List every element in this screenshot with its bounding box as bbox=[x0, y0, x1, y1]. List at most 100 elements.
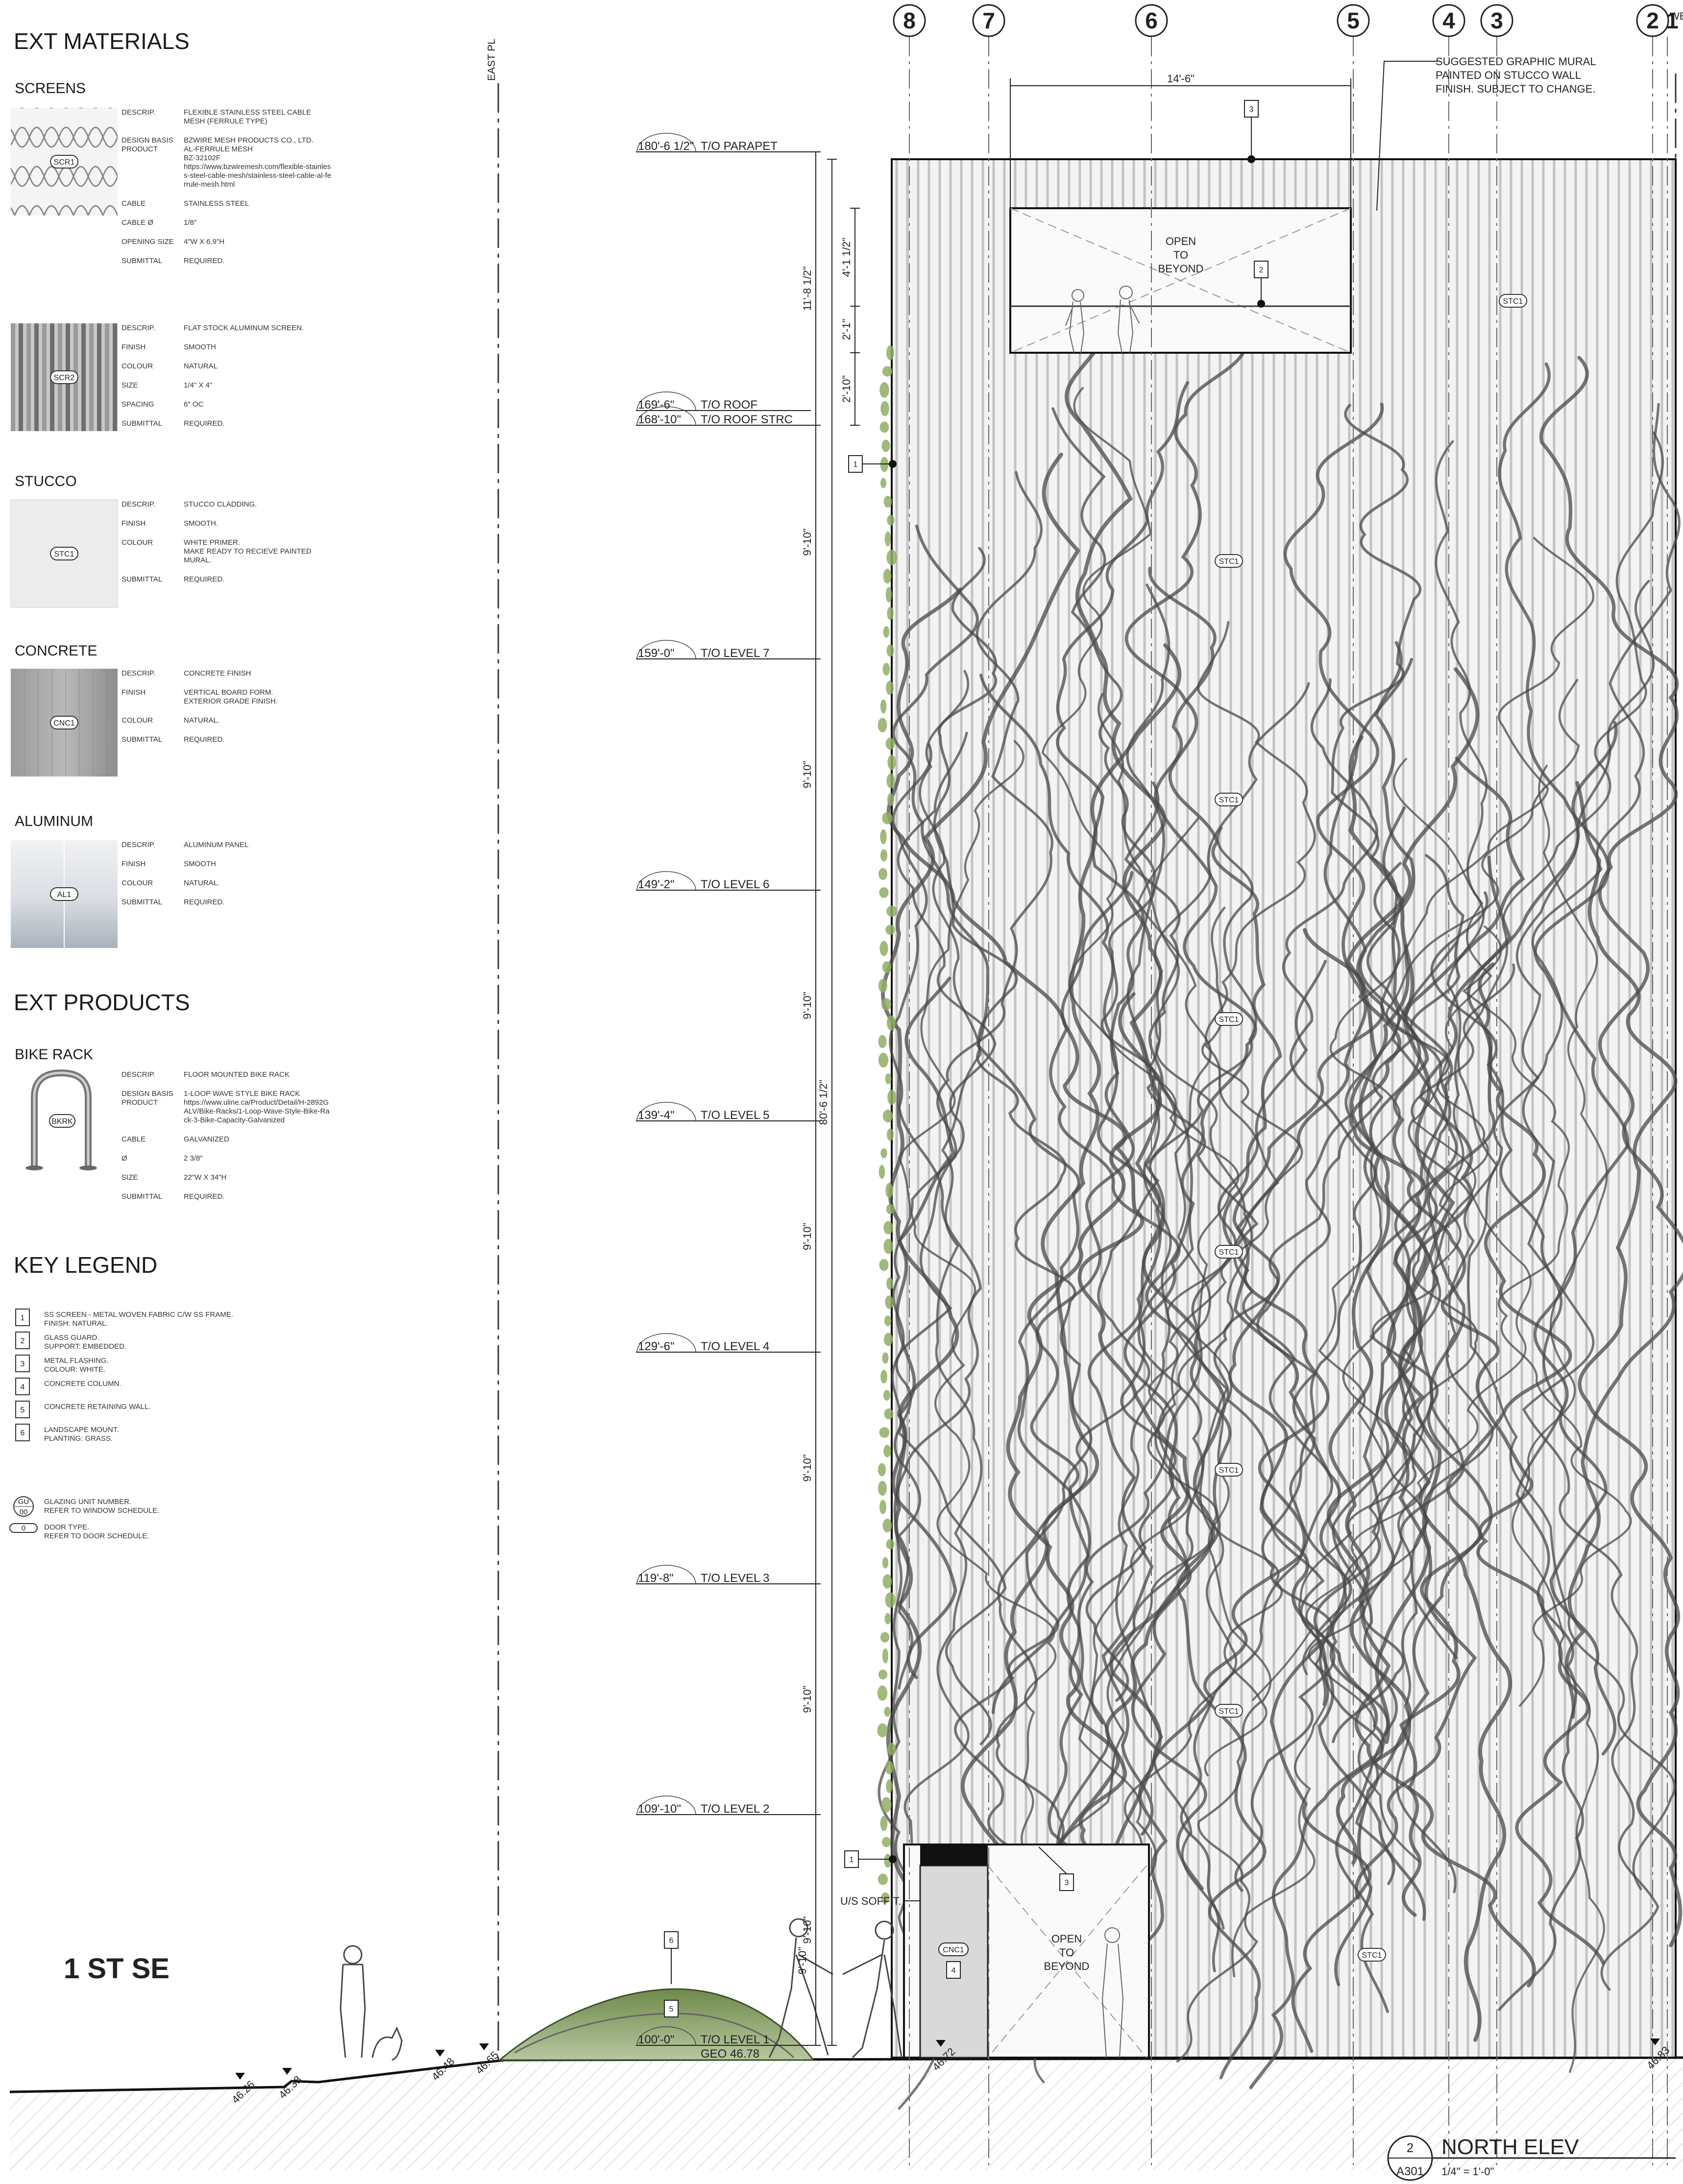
glazing-text: REFER TO WINDOW SCHEDULE. bbox=[44, 1506, 159, 1515]
legend-text: FINISH: NATURAL. bbox=[44, 1319, 108, 1328]
spec-value: ALUMINUM PANEL bbox=[184, 841, 248, 849]
material-tag: SCR2 bbox=[50, 370, 78, 384]
spec-value: STAINLESS STEEL bbox=[184, 199, 249, 208]
level-marker: 149'-2" T/O LEVEL 6 bbox=[636, 871, 811, 891]
leaf bbox=[880, 699, 887, 714]
leaf bbox=[885, 587, 892, 603]
spec-row: CABLE STAINLESS STEEL bbox=[122, 199, 249, 208]
svg-text:3: 3 bbox=[1249, 105, 1254, 114]
mural-strand bbox=[1147, 621, 1316, 2063]
dim-story: 9'-10" bbox=[801, 1352, 821, 1584]
leaf bbox=[878, 1165, 885, 1179]
spec-value: ck-3-Bike-Capacity-Galvanized bbox=[184, 1116, 285, 1124]
leaf bbox=[879, 382, 889, 398]
mural-strand bbox=[1498, 362, 1630, 1756]
spec-value: AL-FERRULE MESH bbox=[184, 145, 253, 153]
dim-opening-top-label: 4'-1 1/2" bbox=[840, 238, 853, 277]
level-marker: 169'-6" T/O ROOF bbox=[636, 391, 811, 412]
spec-key: SIZE bbox=[122, 1173, 138, 1182]
spec-key: COLOUR bbox=[122, 362, 153, 370]
material-al1: ALUMINUM AL1 DESCRIP. ALUMINUM PANEL FINISH S… bbox=[11, 813, 248, 948]
spec-key: SUBMITTAL bbox=[122, 1192, 162, 1201]
level-name: T/O LEVEL 2 bbox=[701, 1802, 770, 1816]
leaf bbox=[880, 829, 887, 845]
spec-value: BZWIRE MESH PRODUCTS CO., LTD. bbox=[184, 136, 314, 145]
key-tag-1-lower: 1 bbox=[844, 1850, 897, 1868]
svg-text:1: 1 bbox=[850, 1856, 854, 1864]
spec-row: DESCRIP. ALUMINUM PANEL bbox=[122, 841, 248, 849]
spec-key: FINISH bbox=[122, 519, 146, 528]
dim-story-label: 9'-10" bbox=[801, 1454, 813, 1481]
spec-value: MESH (FERRULE TYPE) bbox=[184, 117, 268, 125]
legend-text: COLOUR: WHITE. bbox=[44, 1365, 105, 1374]
level-value: 168'-10" bbox=[638, 413, 681, 426]
leaf bbox=[880, 478, 887, 488]
material-scr2: SCR2 DESCRIP. FLAT STOCK ALUMINUM SCREEN. F… bbox=[11, 323, 304, 431]
dim-parapet: 11'-8 1/2" bbox=[801, 151, 821, 426]
gridline-5: 5 bbox=[1337, 4, 1370, 2165]
mural-strand bbox=[878, 743, 982, 1924]
stc1-tag: STC1 bbox=[1215, 793, 1243, 806]
leaf bbox=[883, 626, 890, 638]
landscape-mound bbox=[497, 1988, 815, 2061]
legend-text: CONCRETE RETAINING WALL. bbox=[44, 1403, 151, 1411]
dim-story: 9'-10" bbox=[801, 1120, 821, 1353]
mural-strand bbox=[1332, 941, 1458, 2013]
dim-total-label: 80'-6 1/2" bbox=[817, 1080, 829, 1125]
mural-strand bbox=[1435, 440, 1676, 1891]
mural-strand bbox=[893, 471, 1053, 1690]
spec-key: COLOUR bbox=[122, 538, 153, 547]
cnc1-tag: CNC1 bbox=[938, 1942, 969, 1956]
legend-text: LANDSCAPE MOUNT. bbox=[44, 1426, 119, 1434]
stc1-tag-label: STC1 bbox=[1219, 1016, 1239, 1024]
spec-row: CABLE Ø 1/8" bbox=[122, 218, 196, 227]
product-spec-row: Ø 2 3/8" bbox=[122, 1154, 203, 1163]
level-marker: 168'-10" T/O ROOF STRC bbox=[636, 406, 811, 426]
leaf bbox=[878, 1052, 889, 1068]
legend-item: 4 CONCRETE COLUMN. bbox=[15, 1378, 122, 1395]
spec-key: SUBMITTAL bbox=[122, 419, 162, 428]
leaf bbox=[879, 1259, 889, 1271]
mural-strand bbox=[933, 547, 1093, 1993]
spec-key: COLOUR bbox=[122, 716, 153, 725]
mural-strand bbox=[1032, 906, 1280, 1941]
mural-strand bbox=[1085, 781, 1181, 1702]
spec-value: 1-LOOP WAVE STYLE BIKE RACK bbox=[184, 1090, 300, 1098]
dim-story: 9'-10" bbox=[801, 1814, 821, 2046]
leaf bbox=[882, 1648, 889, 1664]
spec-value: NATURAL. bbox=[184, 716, 220, 725]
mural-strand bbox=[886, 587, 1192, 2018]
leaf bbox=[881, 1837, 891, 1847]
level-name: T/O LEVEL 1 bbox=[701, 2033, 770, 2046]
mural-strand bbox=[1512, 764, 1608, 2073]
spec-row: DESCRIP. FLAT STOCK ALUMINUM SCREEN. bbox=[122, 324, 304, 332]
legend-key: 6 bbox=[21, 1429, 25, 1437]
mural-strand bbox=[1334, 721, 1618, 1987]
product-spec-row: DESCRIP. FLOOR MOUNTED BIKE RACK bbox=[122, 1070, 290, 1079]
stc1-tag: STC1 bbox=[1215, 1463, 1243, 1477]
spec-value: MURAL. bbox=[184, 556, 212, 564]
spec-row: SUBMITTAL REQUIRED. bbox=[122, 735, 224, 744]
open-top-1: OPEN bbox=[1166, 235, 1196, 247]
drawing-name: NORTH ELEV bbox=[1441, 2135, 1579, 2159]
spec-value: GALVANIZED bbox=[184, 1135, 229, 1143]
level-marker: 100'-0" T/O LEVEL 1 bbox=[636, 2026, 811, 2046]
mural-strand bbox=[1234, 404, 1422, 1892]
spec-value: FLAT STOCK ALUMINUM SCREEN. bbox=[184, 324, 304, 332]
dim-opening-low: 2'-10" bbox=[840, 352, 860, 426]
material-tag-label: SCR1 bbox=[54, 158, 75, 167]
spec-key: FINISH bbox=[122, 688, 146, 697]
spec-key: SPACING bbox=[122, 400, 154, 409]
level-name: T/O LEVEL 6 bbox=[701, 878, 770, 891]
mural-strand bbox=[1231, 536, 1595, 1978]
spec-row: SIZE 1/4" X 4" bbox=[122, 381, 212, 389]
legend-key: 1 bbox=[21, 1314, 25, 1322]
stc1-tag-label: STC1 bbox=[1219, 796, 1239, 804]
key-tag-4: 4 bbox=[946, 1961, 961, 1979]
spec-row: FINISH SMOOTH bbox=[122, 860, 216, 868]
grid-bubble-label: 5 bbox=[1347, 8, 1360, 33]
mural-strand bbox=[1399, 962, 1572, 1917]
geo-elevation: GEO 46.78 bbox=[701, 2047, 759, 2061]
opening-width-label: 14'-6" bbox=[1167, 73, 1195, 85]
spec-value: NATURAL. bbox=[184, 879, 220, 887]
